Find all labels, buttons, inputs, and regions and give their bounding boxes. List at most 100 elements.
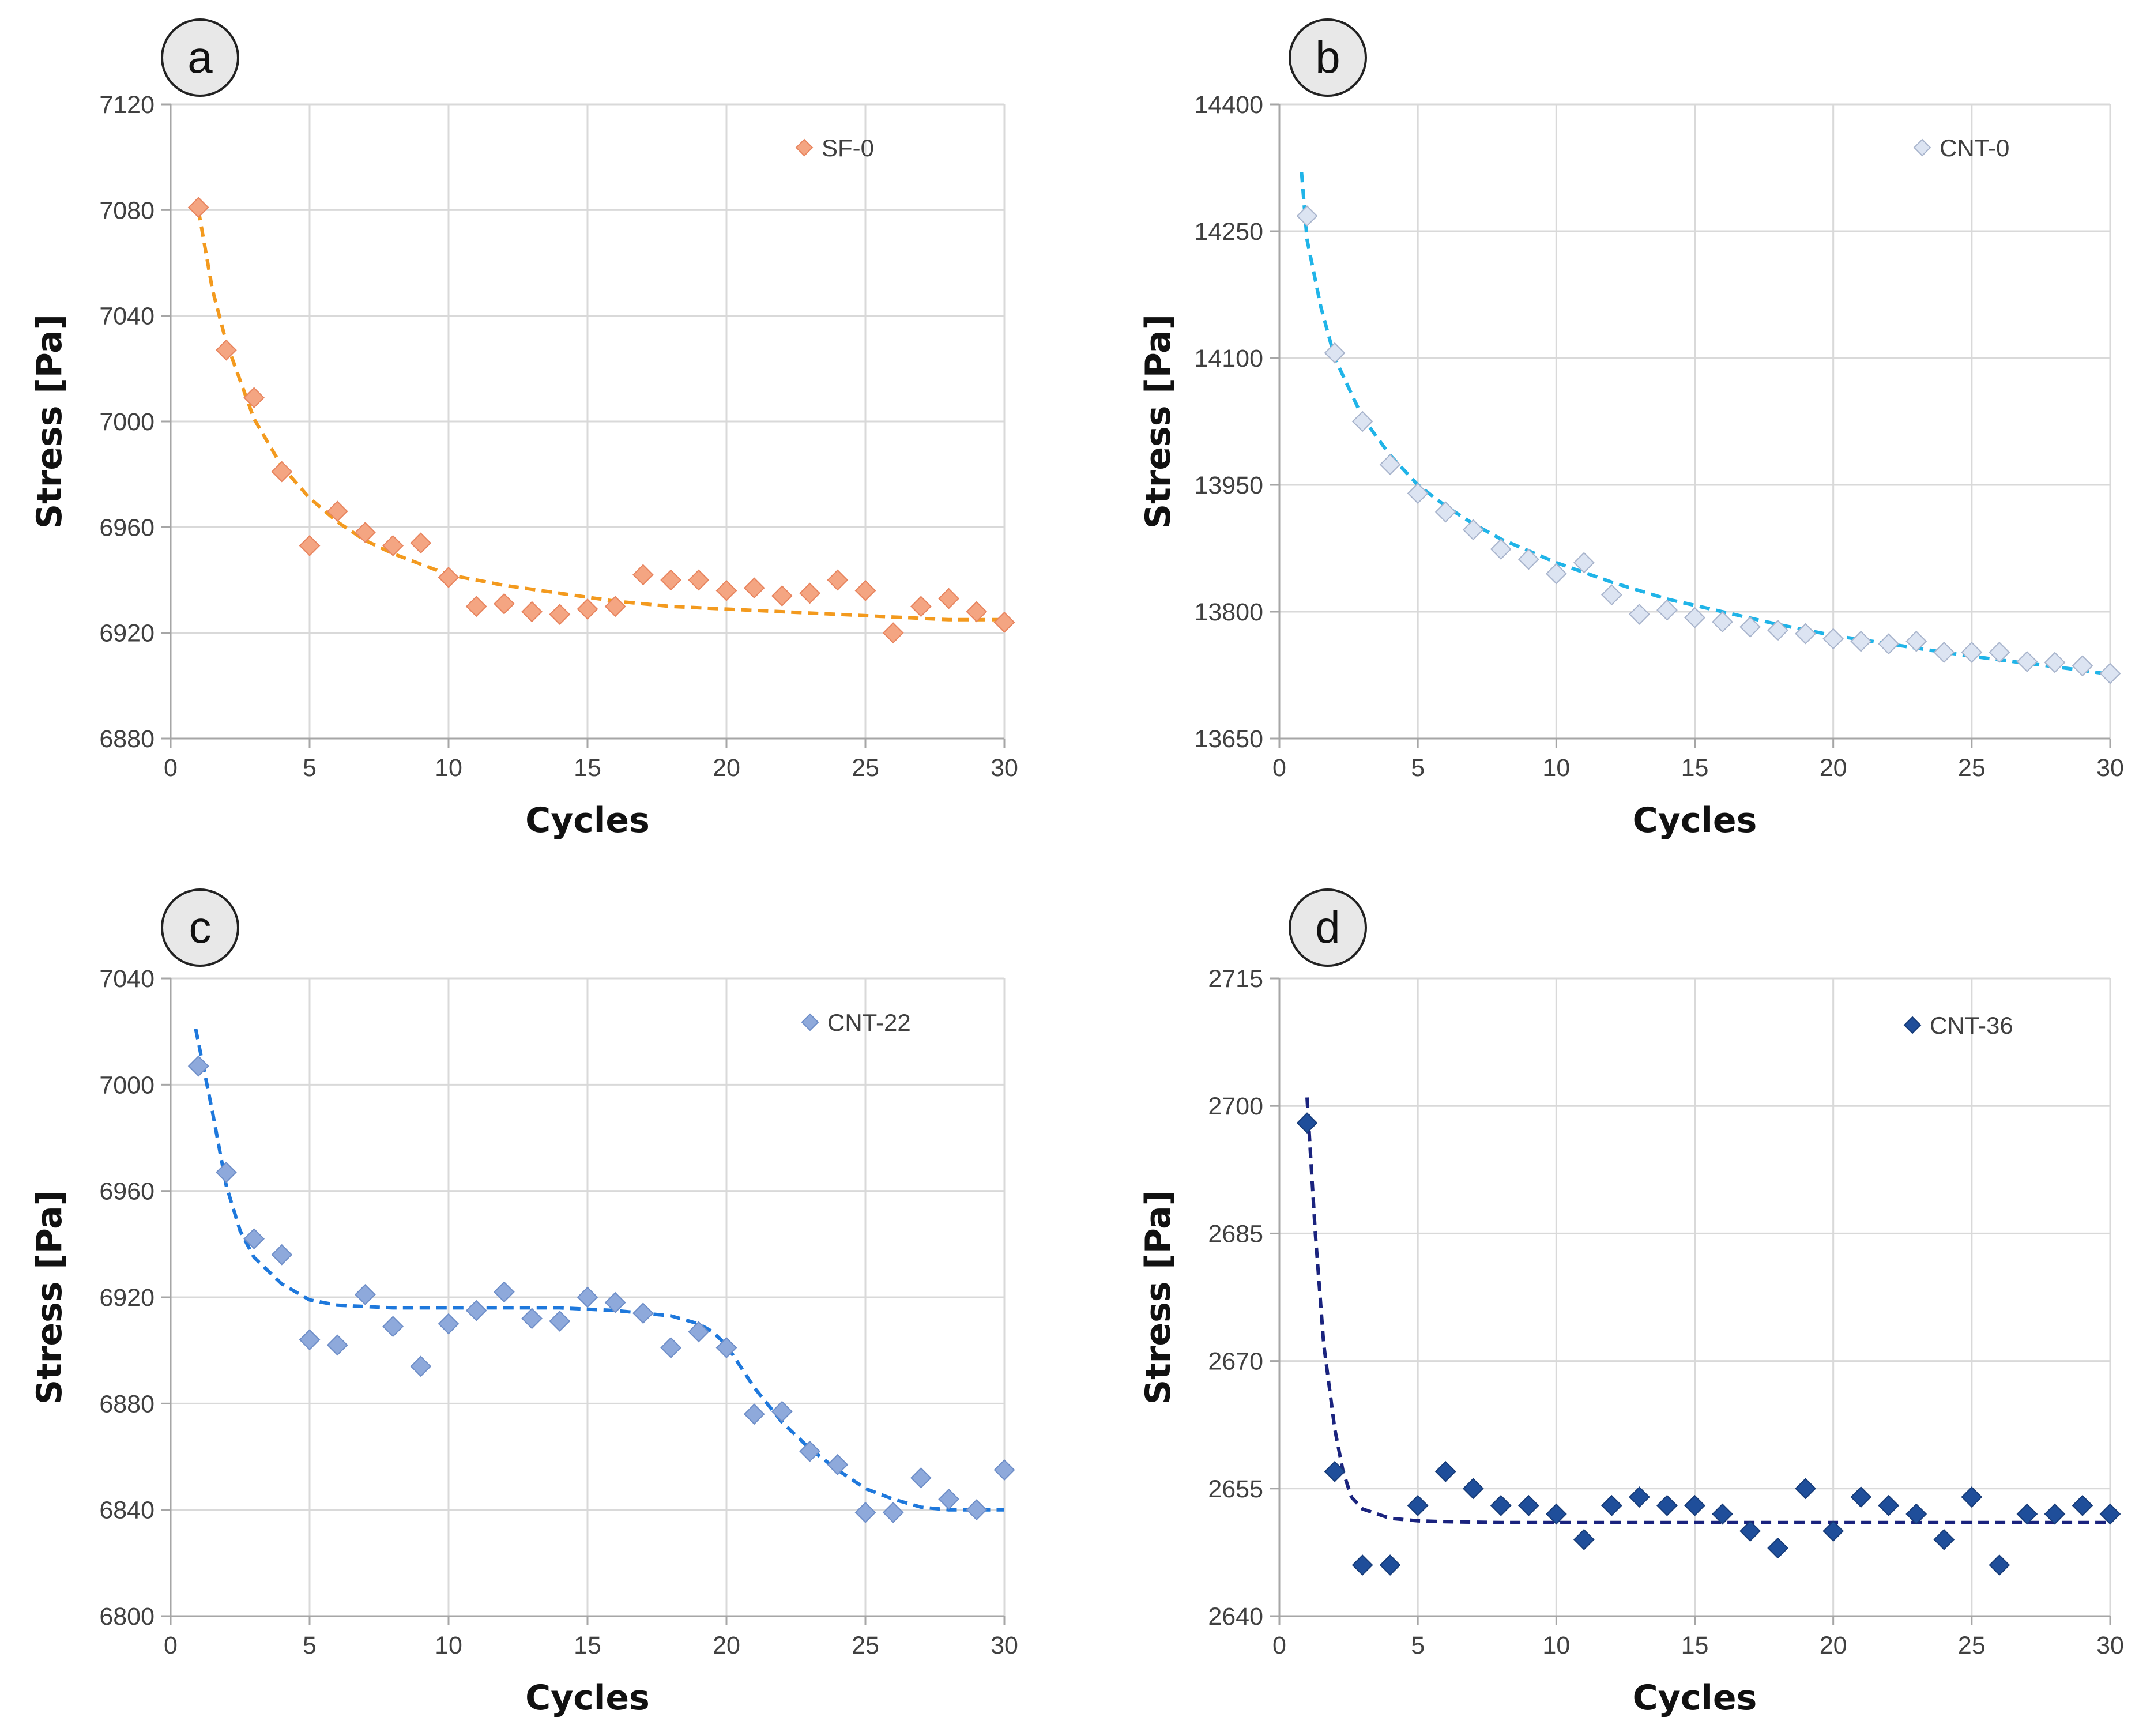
- data-point: [1767, 1537, 1789, 1559]
- data-point: [966, 601, 988, 623]
- data-point: [1822, 628, 1844, 650]
- data-point: [1712, 611, 1733, 633]
- data-point: [1933, 1528, 1955, 1550]
- data-point: [1296, 205, 1318, 227]
- x-axis-title: Cycles: [525, 1678, 650, 1718]
- data-point: [632, 564, 654, 586]
- y-tick-label: 6920: [99, 620, 155, 647]
- data-point: [271, 461, 293, 483]
- data-point: [243, 387, 265, 409]
- x-tick-label: 10: [435, 754, 462, 782]
- data-point: [1545, 1503, 1567, 1525]
- data-point: [1601, 1494, 1622, 1516]
- data-point: [382, 535, 404, 556]
- data-point: [410, 532, 432, 554]
- data-point: [1601, 584, 1622, 606]
- data-point: [1684, 607, 1705, 628]
- data-point: [271, 1244, 293, 1266]
- data-point: [1739, 1520, 1761, 1542]
- x-tick-label: 0: [1272, 754, 1286, 782]
- x-tick-label: 0: [1272, 1632, 1286, 1659]
- trend-line-CNT-22: [194, 1029, 1004, 1512]
- panel-badge: [1289, 18, 1367, 97]
- data-point: [1434, 501, 1456, 523]
- y-tick-label: 7000: [99, 1071, 155, 1099]
- data-point: [771, 1400, 793, 1422]
- data-point: [215, 1161, 237, 1183]
- x-tick-label: 10: [435, 1632, 462, 1659]
- data-point: [799, 582, 821, 604]
- legend-label: CNT-0: [1940, 134, 2009, 161]
- y-axis-title: Stress [Pa]: [29, 314, 70, 529]
- data-point: [632, 1302, 654, 1324]
- data-point: [382, 1316, 404, 1338]
- y-tick-label: 14100: [1194, 345, 1263, 372]
- x-tick-label: 25: [1958, 1632, 1986, 1659]
- legend-marker: [1913, 138, 1931, 157]
- data-point: [326, 500, 348, 522]
- chart-panel-b: 13650 13800 13950 14100 14250 14400 0 5 10 15 20 25…: [1138, 18, 2124, 841]
- data-point: [966, 1499, 988, 1521]
- y-axis-title: Stress [Pa]: [1138, 314, 1178, 529]
- x-tick-label: 20: [713, 1632, 740, 1659]
- panel-badge: [1289, 888, 1367, 967]
- y-tick-label: 2655: [1208, 1475, 1263, 1503]
- data-point: [743, 1403, 765, 1425]
- panel-badge-label: c: [189, 902, 212, 952]
- data-point: [354, 1283, 376, 1305]
- x-tick-label: 30: [991, 754, 1018, 782]
- y-tick-label: 6880: [99, 1390, 155, 1418]
- y-tick-label: 2685: [1208, 1220, 1263, 1248]
- data-point: [604, 1291, 626, 1313]
- data-point: [1296, 1112, 1318, 1134]
- x-tick-label: 5: [303, 1632, 317, 1659]
- data-point: [1795, 623, 1817, 645]
- data-point: [1905, 630, 1927, 652]
- data-point: [660, 1337, 682, 1358]
- x-tick-label: 25: [852, 1632, 879, 1659]
- data-point: [299, 1329, 321, 1351]
- data-point: [1517, 1494, 1539, 1516]
- data-point: [577, 598, 598, 620]
- panel-badge: [161, 18, 239, 97]
- x-tick-label: 30: [2096, 754, 2124, 782]
- data-point: [215, 339, 237, 361]
- legend-marker: [801, 1013, 819, 1031]
- data-point: [1795, 1478, 1817, 1500]
- x-tick-label: 30: [991, 1632, 1018, 1659]
- data-point: [1822, 1520, 1844, 1542]
- x-tick-label: 20: [1820, 1632, 1847, 1659]
- data-point: [1767, 619, 1789, 641]
- data-point: [1517, 548, 1539, 570]
- data-point: [910, 596, 932, 617]
- data-point: [1434, 1460, 1456, 1482]
- y-tick-label: 13800: [1194, 598, 1263, 626]
- y-tick-label: 14250: [1194, 218, 1263, 246]
- data-point: [1656, 1494, 1678, 1516]
- x-tick-label: 0: [164, 754, 178, 782]
- chart-panel-d: 2640 2655 2670 2685 2700 2715 0 5 10 15 20 25 30 Cycl…: [1138, 888, 2124, 1718]
- x-tick-label: 15: [1681, 1632, 1709, 1659]
- data-point: [715, 1337, 737, 1358]
- data-point: [577, 1286, 598, 1308]
- data-point: [493, 1281, 515, 1303]
- x-tick-label: 20: [1820, 754, 1847, 782]
- data-point: [1324, 1460, 1346, 1482]
- data-point: [993, 611, 1015, 633]
- data-point: [187, 197, 209, 219]
- y-tick-label: 6920: [99, 1284, 155, 1312]
- y-tick-label: 6960: [99, 514, 155, 541]
- data-point: [854, 579, 876, 601]
- x-tick-label: 15: [1681, 754, 1709, 782]
- x-tick-label: 5: [303, 754, 317, 782]
- y-tick-label: 6880: [99, 725, 155, 753]
- x-axis-title: Cycles: [1633, 1678, 1757, 1718]
- data-point: [2016, 651, 2038, 672]
- data-point: [688, 1321, 710, 1343]
- data-point: [354, 522, 376, 543]
- data-point: [2044, 652, 2066, 673]
- chart-panel-c: 6800 6840 6880 6920 6960 7000 7040 0 5 10 15 20 25 30…: [29, 888, 1018, 1718]
- data-point: [1905, 1503, 1927, 1525]
